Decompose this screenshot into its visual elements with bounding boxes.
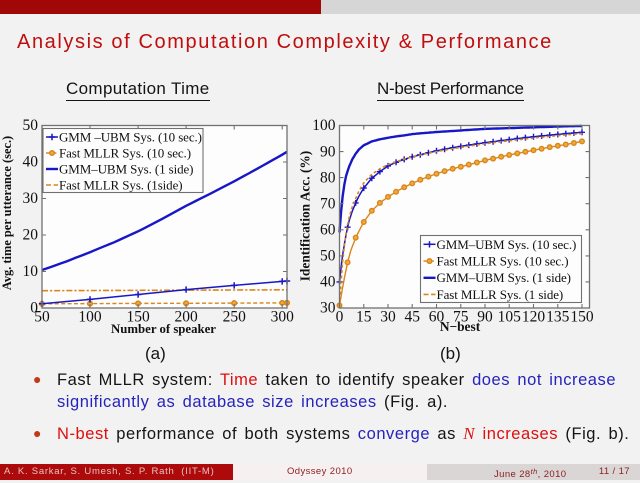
svg-text:90: 90: [477, 309, 493, 326]
svg-text:0: 0: [336, 309, 344, 326]
svg-text:Avg. time per utterance (sec.): Avg. time per utterance (sec.): [0, 136, 14, 290]
svg-text:0: 0: [30, 300, 38, 317]
svg-text:Fast MLLR Sys. (10 sec.): Fast MLLR Sys. (10 sec.): [437, 253, 569, 268]
svg-text:GMM–UBM Sys. (10 sec.): GMM–UBM Sys. (10 sec.): [437, 237, 577, 252]
svg-text:GMM–UBM Sys. (1 side): GMM–UBM Sys. (1 side): [59, 161, 193, 176]
svg-text:45: 45: [404, 309, 420, 326]
svg-text:30: 30: [380, 309, 396, 326]
svg-text:50: 50: [34, 309, 50, 326]
svg-text:150: 150: [126, 309, 150, 326]
svg-text:50: 50: [320, 248, 336, 265]
svg-text:Fast MLLR Sys. (10 sec.): Fast MLLR Sys. (10 sec.): [59, 145, 191, 160]
svg-text:105: 105: [498, 309, 522, 326]
svg-text:60: 60: [429, 309, 445, 326]
svg-text:150: 150: [570, 309, 594, 326]
svg-text:80: 80: [320, 169, 336, 186]
svg-text:135: 135: [546, 309, 570, 326]
svg-text:50: 50: [23, 117, 39, 134]
svg-text:300: 300: [271, 309, 295, 326]
svg-text:20: 20: [23, 227, 39, 244]
svg-text:Fast MLLR Sys. (1 side): Fast MLLR Sys. (1 side): [437, 287, 564, 302]
svg-text:40: 40: [23, 154, 39, 171]
svg-text:GMM–UBM Sys. (1 side): GMM–UBM Sys. (1 side): [437, 270, 571, 285]
svg-text:30: 30: [320, 300, 336, 317]
svg-text:30: 30: [23, 190, 39, 207]
svg-text:250: 250: [223, 309, 247, 326]
svg-text:200: 200: [174, 309, 198, 326]
svg-text:GMM –UBM Sys. (10 sec.): GMM –UBM Sys. (10 sec.): [59, 129, 202, 144]
svg-text:Fast MLLR Sys. (1side): Fast MLLR Sys. (1side): [59, 177, 182, 192]
svg-text:N−best: N−best: [440, 319, 481, 334]
svg-text:90: 90: [320, 143, 336, 160]
svg-text:120: 120: [522, 309, 546, 326]
svg-text:15: 15: [356, 309, 372, 326]
svg-text:100: 100: [78, 309, 102, 326]
svg-text:60: 60: [320, 222, 336, 239]
svg-text:Identification Acc. (%): Identification Acc. (%): [298, 151, 313, 282]
svg-text:Number of speaker: Number of speaker: [111, 322, 216, 336]
svg-text:100: 100: [312, 117, 336, 134]
svg-text:70: 70: [320, 195, 336, 212]
svg-text:75: 75: [453, 309, 469, 326]
svg-text:40: 40: [320, 274, 336, 291]
svg-text:10: 10: [23, 263, 39, 280]
